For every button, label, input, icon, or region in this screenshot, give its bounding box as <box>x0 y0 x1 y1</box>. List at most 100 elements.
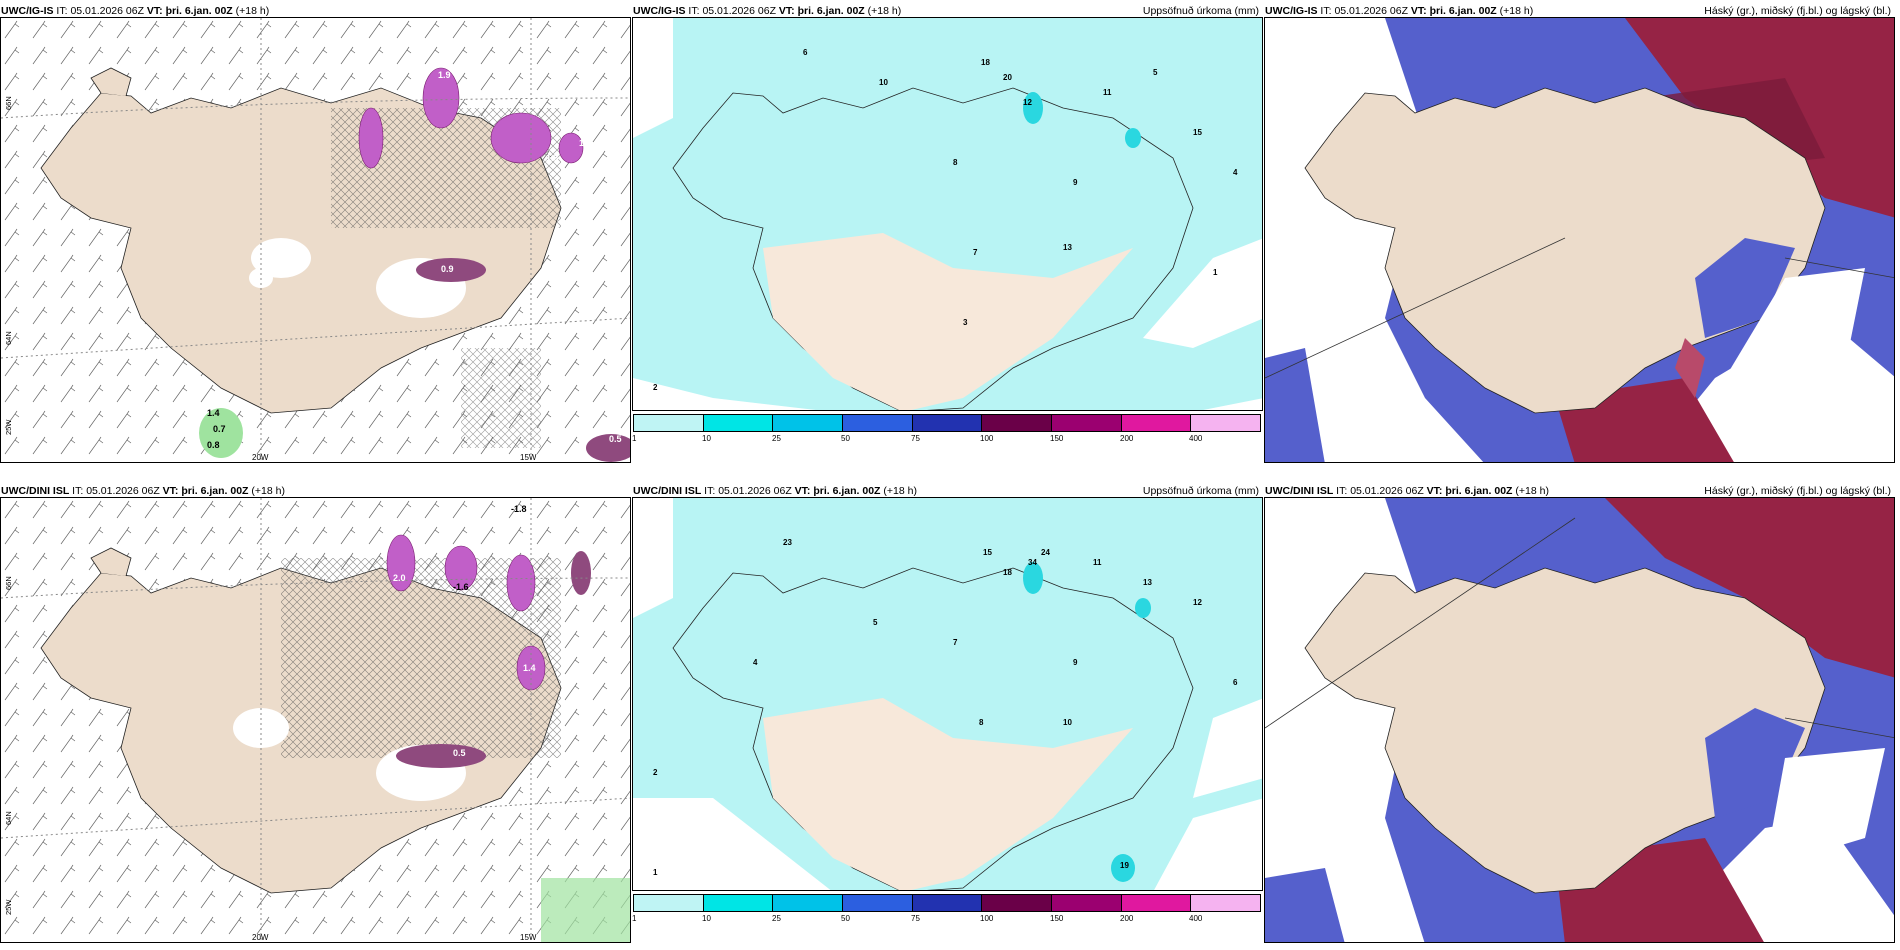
precip-value: 19 <box>1120 861 1129 870</box>
precip-value: 4 <box>753 658 758 667</box>
value-label: 0.8 <box>207 440 220 450</box>
lon-label: 20W <box>252 453 269 462</box>
colorbar-ticks: 1 10 25 50 75 100 150 200 400 <box>632 434 1263 446</box>
precip-map[interactable]: 6 10 18 20 12 11 5 15 4 8 9 7 13 3 1 2 <box>632 17 1263 411</box>
colorbar-swatch <box>703 895 774 911</box>
colorbar-tick: 10 <box>702 434 711 443</box>
value-label: -1.8 <box>511 504 527 514</box>
precip-value: 1 <box>1213 268 1218 277</box>
precip-value: 1 <box>653 868 658 877</box>
precip-value: 24 <box>1041 548 1050 557</box>
precip-value: 10 <box>1063 718 1072 727</box>
value-label: 1.4 <box>207 408 220 418</box>
cloud-title: Háský (gr.), miðský (fj.bl.) og lágský (… <box>1704 5 1891 17</box>
colorbar-swatch <box>1121 415 1192 431</box>
colorbar-ticks: 1 10 25 50 75 100 150 200 400 <box>632 914 1263 926</box>
lat-label: 64N <box>4 811 13 825</box>
colorbar-swatch <box>982 415 1053 431</box>
precip-value: 18 <box>1003 568 1012 577</box>
colorbar-tick: 50 <box>841 914 850 923</box>
colorbar-swatch <box>1052 415 1122 431</box>
colorbar-swatch <box>912 415 983 431</box>
colorbar-swatch <box>843 895 913 911</box>
precip-map[interactable]: 23 15 18 34 24 11 13 12 7 9 8 10 5 4 2 6… <box>632 497 1263 891</box>
colorbar-tick: 10 <box>702 914 711 923</box>
precip-title: Uppsöfnuð úrkoma (mm) <box>1142 5 1259 17</box>
value-label: -1.6 <box>453 582 469 592</box>
panel-wind-igis: UWC/IG-IS IT: 05.01.2026 06Z VT: þri. 6.… <box>0 0 631 463</box>
precip-value: 20 <box>1003 73 1012 82</box>
lat-label: 64N <box>4 331 13 345</box>
value-label: 0.5 <box>453 748 466 758</box>
precip-value: 4 <box>1233 168 1238 177</box>
colorbar-tick: 100 <box>980 434 994 443</box>
precip-value: 5 <box>1153 68 1158 77</box>
precip-value: 18 <box>981 58 990 67</box>
colorbar-swatch <box>912 895 983 911</box>
colorbar-tick: 1 <box>632 434 637 443</box>
panel-header: UWC/IG-IS IT: 05.01.2026 06Z VT: þri. 6.… <box>1265 5 1534 17</box>
precip-value: 3 <box>963 318 968 327</box>
precip-value: 15 <box>983 548 992 557</box>
precip-value: 12 <box>1023 98 1032 107</box>
precip-value: 34 <box>1028 558 1037 567</box>
value-label: 0.9 <box>441 264 454 274</box>
panel-wind-dini: UWC/DINI ISL IT: 05.01.2026 06Z VT: þri.… <box>0 480 631 943</box>
precip-value: 11 <box>1093 558 1102 567</box>
precip-title: Uppsöfnuð úrkoma (mm) <box>1142 485 1259 497</box>
lon-label: 20W <box>252 933 269 942</box>
colorbar-swatch <box>1191 415 1261 431</box>
colorbar-swatch <box>773 895 844 911</box>
colorbar-tick: 25 <box>772 914 781 923</box>
value-label: 0.7 <box>213 424 226 434</box>
precip-value: 9 <box>1073 178 1078 187</box>
precip-value: 9 <box>1073 658 1078 667</box>
precip-value: 13 <box>1143 578 1152 587</box>
panel-header: UWC/DINI ISL IT: 05.01.2026 06Z VT: þri.… <box>1265 485 1549 497</box>
colorbar-swatch <box>982 895 1053 911</box>
precip-value: 6 <box>803 48 808 57</box>
precip-value: 2 <box>653 768 658 777</box>
colorbar-swatch <box>703 415 774 431</box>
colorbar-tick: 400 <box>1189 914 1203 923</box>
panel-header: UWC/IG-IS IT: 05.01.2026 06Z VT: þri. 6.… <box>1 5 270 17</box>
colorbar-tick: 75 <box>911 914 920 923</box>
colorbar-swatch <box>1121 895 1192 911</box>
cloud-map[interactable] <box>1264 17 1895 463</box>
colorbar-tick: 25 <box>772 434 781 443</box>
colorbar-tick: 200 <box>1120 914 1134 923</box>
panel-cloud-dini: UWC/DINI ISL IT: 05.01.2026 06Z VT: þri.… <box>1264 480 1895 943</box>
value-label: 2.0 <box>393 573 406 583</box>
colorbar-tick: 200 <box>1120 434 1134 443</box>
lat-label: 66N <box>4 576 13 590</box>
value-label: 1.3 <box>546 153 559 163</box>
colorbar <box>633 414 1261 432</box>
wind-map[interactable]: -1.6 0.5 -1.8 2.0 1.4 <box>0 497 631 943</box>
colorbar-tick: 75 <box>911 434 920 443</box>
value-label: 1.9 <box>438 70 451 80</box>
value-label: 1.6 <box>579 138 592 148</box>
colorbar-tick: 150 <box>1050 914 1064 923</box>
precip-value: 8 <box>979 718 984 727</box>
colorbar-swatch <box>634 415 704 431</box>
lon-label: 25W <box>4 899 13 915</box>
colorbar-swatch <box>773 415 844 431</box>
precip-value: 23 <box>783 538 792 547</box>
wind-map[interactable]: 1.4 0.7 0.8 0.5 0.9 1.9 1.3 1.6 <box>0 17 631 463</box>
colorbar-tick: 150 <box>1050 434 1064 443</box>
precip-value: 6 <box>1233 678 1238 687</box>
lon-label: 15W <box>520 453 537 462</box>
cloud-map[interactable] <box>1264 497 1895 943</box>
colorbar-tick: 50 <box>841 434 850 443</box>
cloud-title: Háský (gr.), miðský (fj.bl.) og lágský (… <box>1704 485 1891 497</box>
colorbar-tick: 1 <box>632 914 637 923</box>
precip-value: 8 <box>953 158 958 167</box>
precip-value: 5 <box>873 618 878 627</box>
colorbar-swatch <box>843 415 913 431</box>
colorbar-swatch <box>634 895 704 911</box>
precip-value: 15 <box>1193 128 1202 137</box>
precip-value: 7 <box>953 638 958 647</box>
panel-header: UWC/IG-IS IT: 05.01.2026 06Z VT: þri. 6.… <box>633 5 902 17</box>
panel-precip-igis: UWC/IG-IS IT: 05.01.2026 06Z VT: þri. 6.… <box>632 0 1263 448</box>
colorbar-swatch <box>1052 895 1122 911</box>
